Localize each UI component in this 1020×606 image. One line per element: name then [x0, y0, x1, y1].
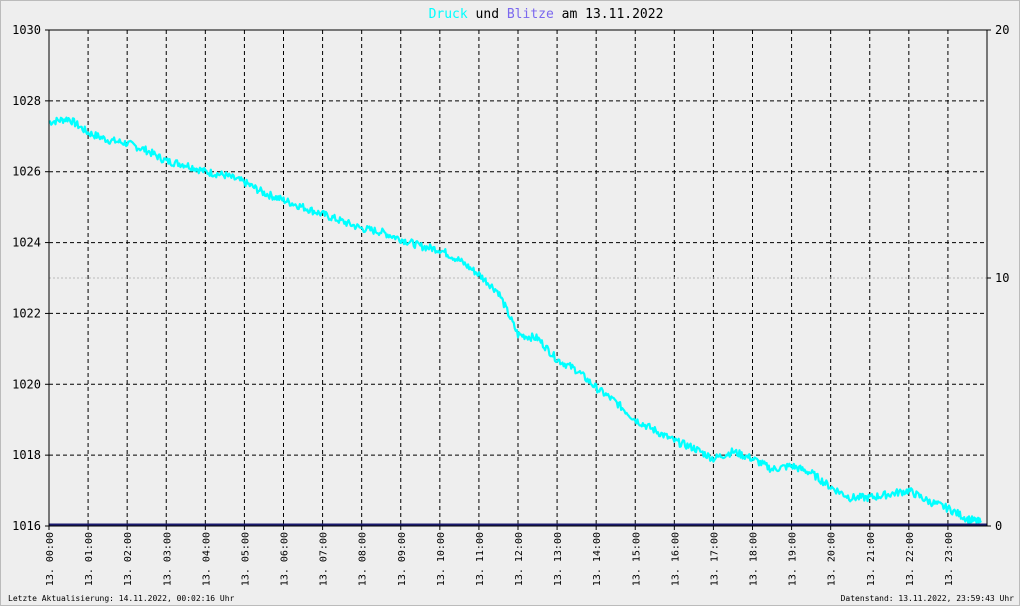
x-tick-label: 13. 09:00: [397, 532, 408, 586]
y-left-tick-label: 1022: [12, 306, 41, 320]
x-tick-label: 13. 16:00: [670, 532, 681, 586]
x-tick-label: 13. 00:00: [45, 532, 56, 586]
y-left-tick-label: 1018: [12, 448, 41, 462]
x-tick-label: 13. 11:00: [475, 532, 486, 586]
x-tick-label: 13. 06:00: [280, 532, 291, 586]
y-left-tick-label: 1026: [12, 165, 41, 179]
x-tick-label: 13. 04:00: [201, 532, 212, 586]
chart-title: Druck und Blitze am 13.11.2022: [429, 7, 664, 22]
y-left-tick-label: 1024: [12, 236, 41, 250]
y-left-tick-label: 1030: [12, 23, 41, 37]
x-tick-label: 13. 20:00: [827, 532, 838, 586]
y-axis-left: 1016 1018 1020 1022 1024 1026 1028 1030: [12, 23, 49, 533]
footer-last-update: Letzte Aktualisierung: 14.11.2022, 00:02…: [8, 594, 235, 603]
x-tick-label: 13. 15:00: [631, 532, 642, 586]
x-tick-label: 13. 22:00: [905, 532, 916, 586]
x-tick-label: 13. 08:00: [358, 532, 369, 586]
y-right-tick-label: 0: [995, 519, 1002, 533]
x-tick-label: 13. 03:00: [162, 532, 173, 586]
x-tick-label: 13. 14:00: [592, 532, 603, 586]
x-tick-label: 13. 05:00: [240, 532, 251, 586]
y-left-tick-label: 1020: [12, 377, 41, 391]
x-tick-label: 13. 10:00: [436, 532, 447, 586]
x-tick-label: 13. 02:00: [123, 532, 134, 586]
y-right-tick-label: 20: [995, 23, 1009, 37]
title-part-1: und: [468, 7, 507, 22]
title-part-3: am 13.11.2022: [554, 7, 664, 22]
x-tick-label: 13. 07:00: [319, 532, 330, 586]
x-tick-label: 13. 18:00: [749, 532, 760, 586]
y-right-tick-label: 10: [995, 271, 1009, 285]
title-part-2: Blitze: [507, 7, 554, 22]
y-axis-right: 0 10 20: [987, 23, 1009, 533]
x-tick-label: 13. 12:00: [514, 532, 525, 586]
x-tick-label: 13. 17:00: [709, 532, 720, 586]
title-part-0: Druck: [429, 7, 468, 22]
x-tick-label: 13. 23:00: [944, 532, 955, 586]
pressure-series-line: [48, 116, 982, 525]
x-tick-label: 13. 21:00: [866, 532, 877, 586]
x-tick-label: 13. 01:00: [84, 532, 95, 586]
series-layer: [48, 116, 987, 527]
y-left-tick-label: 1016: [12, 519, 41, 533]
grid-lines: [49, 30, 987, 526]
x-tick-label: 13. 19:00: [788, 532, 799, 586]
x-tick-label: 13. 13:00: [553, 532, 564, 586]
footer-data-status: Datenstand: 13.11.2022, 23:59:43 Uhr: [841, 594, 1015, 603]
y-left-tick-label: 1028: [12, 94, 41, 108]
x-axis: 13. 00:00 13. 01:00 13. 02:00 13. 03:00 13. …: [45, 526, 955, 586]
